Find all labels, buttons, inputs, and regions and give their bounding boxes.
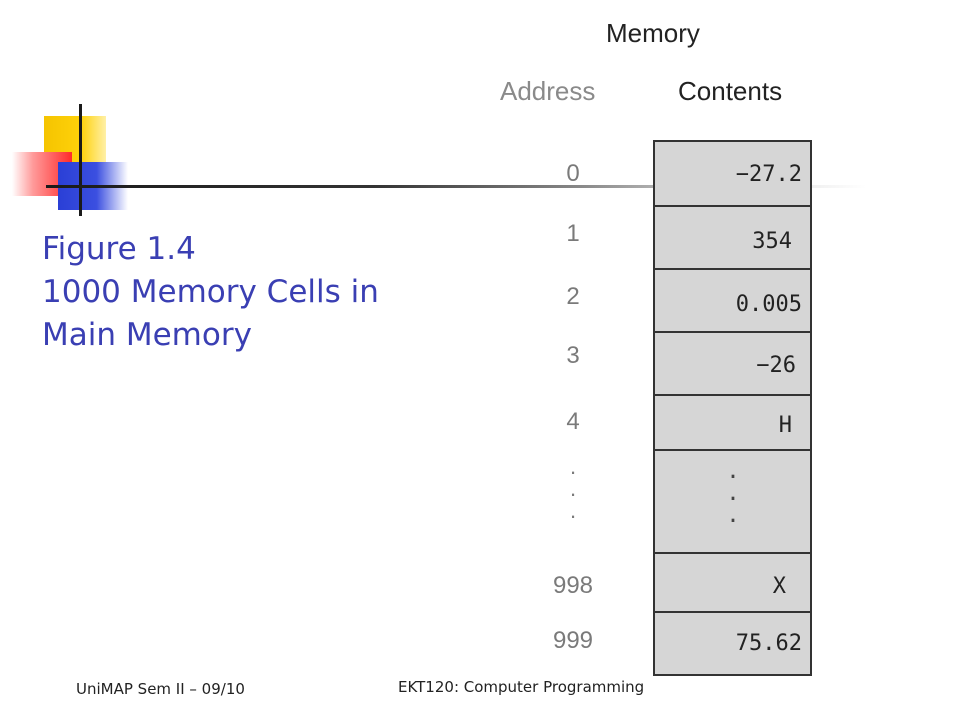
address-999: 999	[552, 627, 594, 654]
cell-value: H	[778, 413, 792, 438]
memory-cell-0: −27.2	[655, 142, 810, 206]
address-1: 1	[566, 220, 580, 247]
address-3: 3	[566, 342, 580, 369]
footer-course-term: UniMAP Sem II – 09/10	[76, 680, 245, 698]
address-column-header: Address	[500, 76, 596, 106]
contents-column-header: Contents	[678, 76, 783, 106]
memory-label: Memory	[606, 18, 700, 48]
address-998: 998	[552, 572, 594, 599]
address-0: 0	[566, 160, 580, 187]
memory-cell-1: 354	[655, 205, 810, 269]
memory-column: −27.2 354 0.005 −26 H . . . X 75.62	[653, 140, 812, 676]
cell-value: . . .	[726, 459, 740, 528]
slide-title: Figure 1.4 1000 Memory Cells in Main Mem…	[42, 228, 482, 357]
cell-value: −26	[756, 353, 796, 378]
title-line-1: Figure 1.4	[42, 231, 196, 267]
title-line-2: 1000 Memory Cells in	[42, 274, 379, 310]
memory-cell-4: H	[655, 394, 810, 450]
cell-value: 0.005	[735, 292, 802, 317]
memory-cell-999: 75.62	[655, 611, 810, 674]
footer-course-title: EKT120: Computer Programming	[398, 678, 645, 696]
address-ellipsis: . . .	[569, 454, 577, 523]
cell-value: 75.62	[735, 631, 802, 656]
title-line-3: Main Memory	[42, 317, 252, 353]
memory-cell-3: −26	[655, 331, 810, 395]
memory-cell-2: 0.005	[655, 268, 810, 332]
address-4: 4	[566, 408, 580, 435]
logo-vertical-line	[79, 104, 82, 216]
memory-cell-ellipsis: . . .	[655, 449, 810, 553]
cell-value: 354	[752, 229, 792, 254]
cell-value: X	[772, 574, 786, 599]
title-divider-line	[46, 185, 866, 188]
cell-value: −27.2	[735, 162, 802, 187]
address-2: 2	[566, 283, 580, 310]
memory-cell-998: X	[655, 552, 810, 612]
